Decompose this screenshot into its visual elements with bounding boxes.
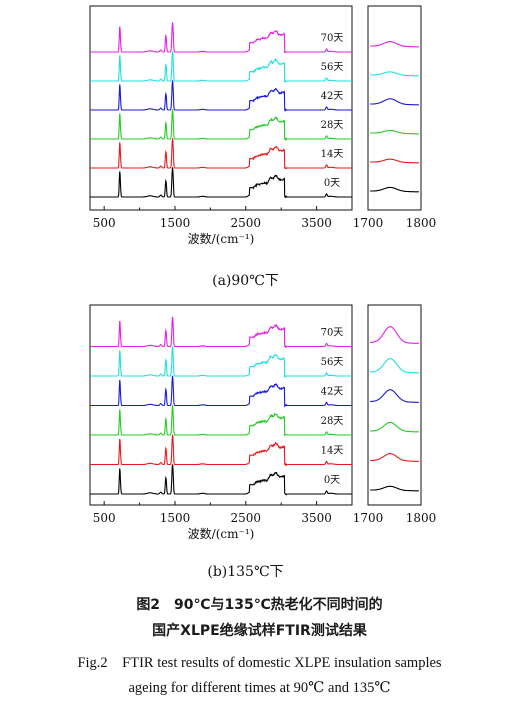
x-tick-label: 1500 — [160, 216, 191, 230]
caption-en-line1: Fig.2 FTIR test results of domestic XLPE… — [77, 655, 442, 671]
inset-tick-label: 1800 — [406, 511, 437, 525]
x-tick-label: 1500 — [160, 511, 191, 525]
series-label: 0天 — [324, 475, 340, 486]
inset-line-28天 — [370, 421, 419, 433]
series-label: 14天 — [321, 445, 344, 456]
inset-tick-label: 1700 — [353, 511, 384, 525]
x-tick-label: 2500 — [231, 511, 262, 525]
spectrum-line-70天 — [90, 316, 352, 349]
series-label: 28天 — [321, 416, 344, 427]
series-label: 70天 — [321, 327, 344, 338]
inset-plot-frame — [367, 5, 422, 211]
spectrum-line-42天 — [90, 375, 352, 408]
series-label: 14天 — [321, 149, 344, 160]
x-tick-label: 3500 — [301, 216, 332, 230]
spectrum-line-0天 — [90, 167, 352, 199]
spectrum-line-42天 — [90, 80, 352, 112]
x-tick-label: 2500 — [231, 216, 262, 230]
inset-line-0天 — [370, 186, 419, 193]
inset-line-14天 — [370, 158, 419, 164]
series-label: 0天 — [324, 178, 340, 189]
ftir-figure: 500 1500 2500 3500 波数/(cm⁻¹) 0天 14天 28天 42天 56天 70… — [89, 5, 437, 580]
inset-line-56天 — [370, 71, 419, 77]
ftir-panel-a: 500 1500 2500 3500 波数/(cm⁻¹) 0天 14天 28天 42天 56天 70… — [89, 5, 437, 289]
spectrum-line-0天 — [90, 464, 352, 496]
series-label: 56天 — [321, 62, 344, 73]
inset-plot-frame — [367, 304, 422, 506]
x-tick-label: 500 — [93, 511, 116, 525]
series-label: 42天 — [321, 386, 344, 397]
main-plot-frame — [89, 5, 353, 211]
inset-line-42天 — [370, 98, 419, 106]
inset-tick-label: 1700 — [353, 216, 384, 230]
series-label: 28天 — [321, 120, 344, 131]
panel-caption: (b)135℃下 — [207, 564, 283, 580]
inset-line-56天 — [370, 358, 419, 374]
spectrum-line-28天 — [90, 109, 352, 142]
series-label: 56天 — [321, 357, 344, 368]
panel-caption: (a)90℃下 — [212, 273, 279, 289]
inset-line-28天 — [370, 129, 419, 135]
series-label: 70天 — [321, 33, 344, 44]
inset-line-14天 — [370, 453, 419, 462]
ftir-panel-b: 500 1500 2500 3500 波数/(cm⁻¹) 0天 14天 28天 42天 56天 70… — [89, 304, 437, 580]
inset-line-70天 — [370, 326, 419, 344]
x-tick-label: 3500 — [301, 511, 332, 525]
caption-en-line2: ageing for different times at 90℃ and 13… — [128, 680, 391, 696]
inset-line-70天 — [370, 41, 419, 48]
caption-cn-line1: 图2 90℃与135℃热老化不同时间的 — [136, 597, 383, 613]
spectrum-line-56天 — [90, 51, 352, 84]
series-label: 42天 — [321, 91, 344, 102]
inset-line-0天 — [370, 485, 419, 492]
spectrum-line-14天 — [90, 434, 352, 467]
spectrum-line-56天 — [90, 346, 352, 379]
spectrum-line-28天 — [90, 405, 352, 436]
x-axis-label: 波数/(cm⁻¹) — [188, 231, 255, 246]
x-axis-label: 波数/(cm⁻¹) — [188, 526, 255, 541]
spectrum-line-70天 — [90, 22, 352, 54]
inset-line-42天 — [369, 389, 419, 403]
caption-cn-line2: 国产XLPE绝缘试样FTIR测试结果 — [152, 623, 367, 639]
x-tick-label: 500 — [93, 216, 116, 230]
inset-tick-label: 1800 — [406, 216, 437, 230]
spectrum-line-14天 — [90, 138, 352, 170]
